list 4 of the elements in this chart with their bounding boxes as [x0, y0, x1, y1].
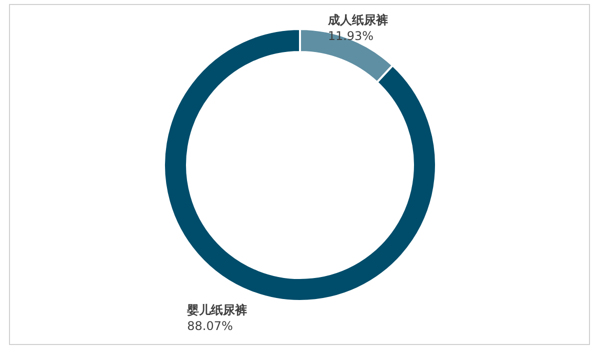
slice-label: 婴儿纸尿裤: [186, 303, 248, 318]
data-label: 88.07%: [187, 319, 233, 334]
slice-label: 成人纸尿裤: [326, 13, 388, 27]
donut-slice: [163, 28, 437, 302]
